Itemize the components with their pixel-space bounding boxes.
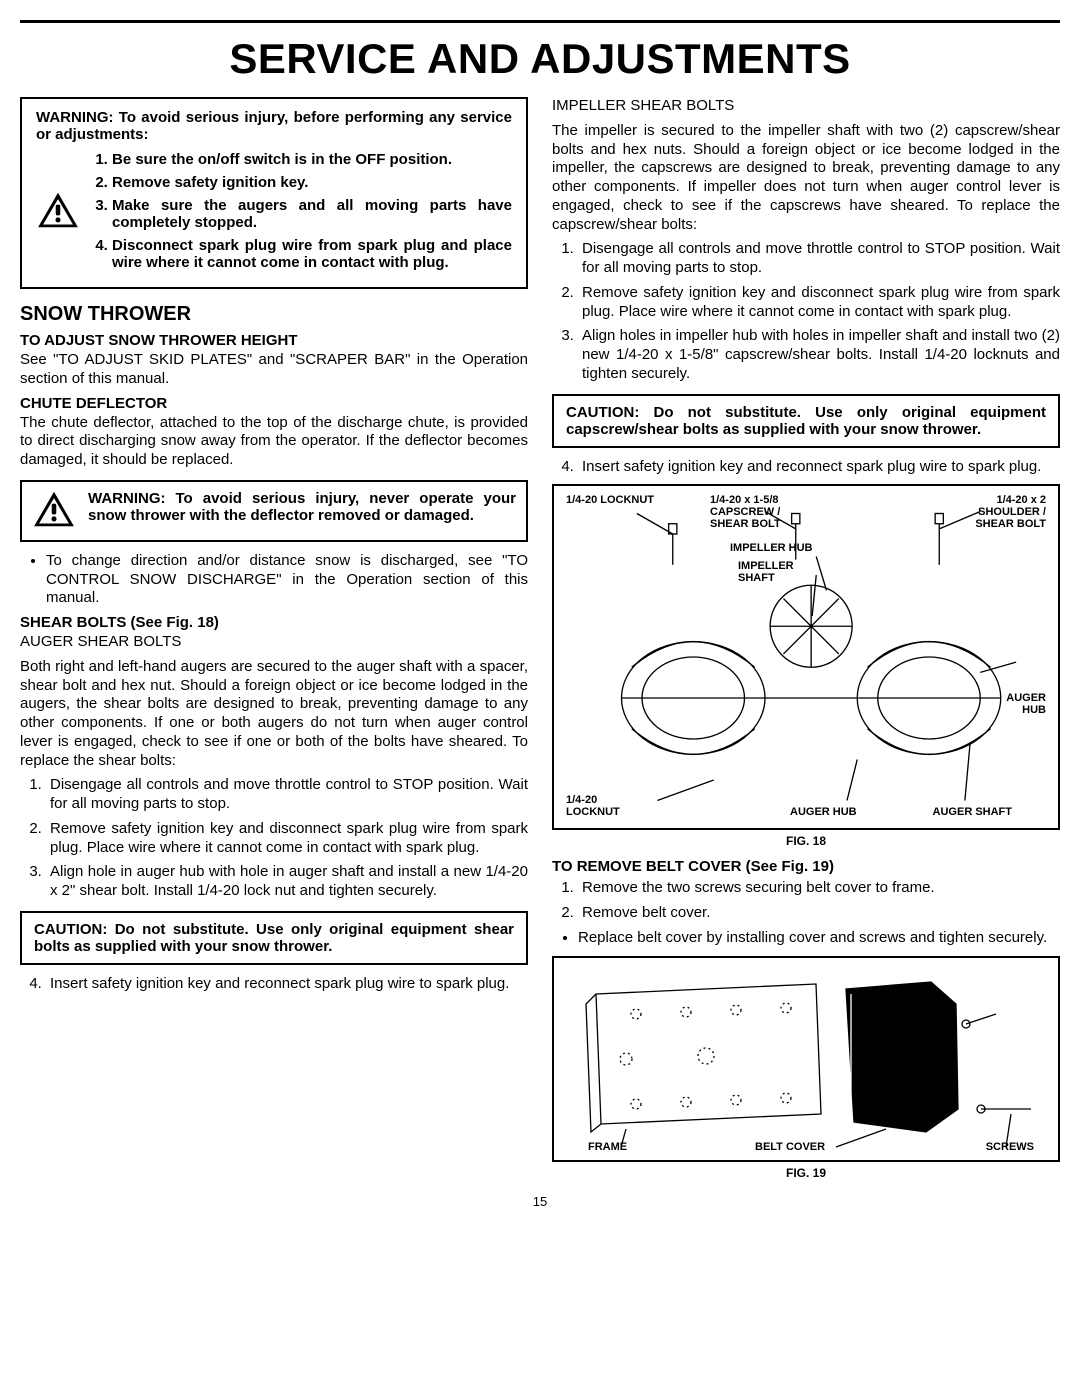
bullet-item: To change direction and/or distance snow… xyxy=(46,552,528,608)
step-item: Remove the two screws securing belt cove… xyxy=(578,879,1060,898)
warning-step: Disconnect spark plug wire from spark pl… xyxy=(112,237,512,271)
step-item: Remove belt cover. xyxy=(578,904,1060,923)
auger-shear-text: Both right and left-hand augers are secu… xyxy=(20,658,528,771)
chute-head: CHUTE DEFLECTOR xyxy=(20,395,528,412)
shear-bolts-head: SHEAR BOLTS (See Fig. 18) xyxy=(20,614,528,631)
direction-bullets: To change direction and/or distance snow… xyxy=(20,552,528,608)
label-impeller-hub: IMPELLER HUB xyxy=(730,542,813,554)
auger-shear-head: AUGER SHEAR BOLTS xyxy=(20,633,528,652)
step-item: Align hole in auger hub with hole in aug… xyxy=(46,863,528,901)
warning-triangle-icon xyxy=(36,191,80,229)
step-item: Remove safety ignition key and disconnec… xyxy=(46,820,528,858)
impeller-text: The impeller is secured to the impeller … xyxy=(552,122,1060,235)
belt-bullets: Replace belt cover by installing cover a… xyxy=(552,929,1060,948)
label-frame: FRAME xyxy=(588,1141,627,1153)
label-belt-cover: BELT COVER xyxy=(755,1141,825,1153)
warning-steps: Be sure the on/off switch is in the OFF … xyxy=(94,151,512,277)
label-shoulder: 1/4-20 x 2 SHOULDER / SHEAR BOLT xyxy=(956,494,1046,530)
deflector-warning-text: WARNING: To avoid serious injury, never … xyxy=(88,490,516,524)
step-item: Insert safety ignition key and reconnect… xyxy=(46,975,528,994)
auger-step-4: Insert safety ignition key and reconnect… xyxy=(20,975,528,994)
fig18-caption: FIG. 18 xyxy=(552,834,1060,848)
left-column: WARNING: To avoid serious injury, before… xyxy=(20,97,528,1180)
warning-step: Make sure the augers and all moving part… xyxy=(112,197,512,231)
step-item: Disengage all controls and move throttle… xyxy=(46,776,528,814)
impeller-step-4: Insert safety ignition key and reconnect… xyxy=(552,458,1060,477)
belt-cover-head: TO REMOVE BELT COVER (See Fig. 19) xyxy=(552,858,1060,875)
label-auger-shaft: AUGER SHAFT xyxy=(933,806,1012,818)
caution-box-2: CAUTION: Do not substitute. Use only ori… xyxy=(552,394,1060,448)
auger-steps: Disengage all controls and move throttle… xyxy=(20,776,528,901)
impeller-steps: Disengage all controls and move throttle… xyxy=(552,240,1060,383)
figure-18-box: 1/4-20 LOCKNUT 1/4-20 x 1-5/8 CAPSCREW /… xyxy=(552,484,1060,830)
adjust-height-head: TO ADJUST SNOW THROWER HEIGHT xyxy=(20,332,528,349)
deflector-warning-box: WARNING: To avoid serious injury, never … xyxy=(20,480,528,542)
step-item: Insert safety ignition key and reconnect… xyxy=(578,458,1060,477)
page-title: SERVICE AND ADJUSTMENTS xyxy=(20,35,1060,83)
page-number: 15 xyxy=(20,1194,1060,1209)
chute-text: The chute deflector, attached to the top… xyxy=(20,414,528,470)
label-auger-hub-r: AUGER HUB xyxy=(996,692,1046,716)
main-warning-box: WARNING: To avoid serious injury, before… xyxy=(20,97,528,289)
caution-box-1: CAUTION: Do not substitute. Use only ori… xyxy=(20,911,528,965)
label-auger-hub-b: AUGER HUB xyxy=(790,806,857,818)
warning-step: Be sure the on/off switch is in the OFF … xyxy=(112,151,512,168)
impeller-head: IMPELLER SHEAR BOLTS xyxy=(552,97,1060,116)
step-item: Remove safety ignition key and disconnec… xyxy=(578,284,1060,322)
warning-step: Remove safety ignition key. xyxy=(112,174,512,191)
right-column: IMPELLER SHEAR BOLTS The impeller is sec… xyxy=(552,97,1060,1180)
bullet-item: Replace belt cover by installing cover a… xyxy=(578,929,1060,948)
label-capscrew: 1/4-20 x 1-5/8 CAPSCREW / SHEAR BOLT xyxy=(710,494,820,530)
warning-triangle-icon xyxy=(32,490,76,532)
step-item: Disengage all controls and move throttle… xyxy=(578,240,1060,278)
step-item: Align holes in impeller hub with holes i… xyxy=(578,327,1060,383)
fig19-caption: FIG. 19 xyxy=(552,1166,1060,1180)
label-locknut-bl: 1/4-20 LOCKNUT xyxy=(566,794,636,818)
label-impeller-shaft: IMPELLER SHAFT xyxy=(738,560,808,584)
figure-19-box: FRAME BELT COVER SCREWS xyxy=(552,956,1060,1162)
warning-head: WARNING: To avoid serious injury, before… xyxy=(36,109,512,143)
label-screws: SCREWS xyxy=(986,1141,1034,1153)
adjust-height-text: See "TO ADJUST SKID PLATES" and "SCRAPER… xyxy=(20,351,528,389)
belt-steps: Remove the two screws securing belt cove… xyxy=(552,879,1060,923)
section-snow-thrower: SNOW THROWER xyxy=(20,303,528,326)
label-locknut-tl: 1/4-20 LOCKNUT xyxy=(566,494,654,506)
